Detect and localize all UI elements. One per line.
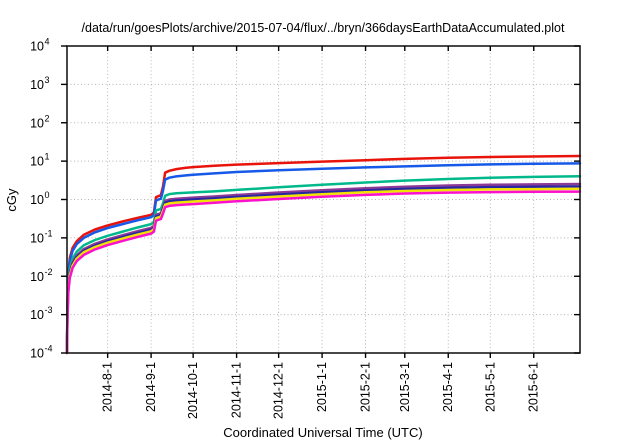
x-tick-label: 2015-3-1 (398, 362, 412, 412)
x-tick-label: 2014-11-1 (230, 362, 244, 418)
y-tick-exponent: 1 (45, 152, 50, 162)
series-yellow (65, 187, 582, 355)
y-tick-label: 10 (30, 40, 44, 54)
y-tick-exponent: 3 (45, 75, 50, 85)
x-tick-label: 2015-2-1 (359, 362, 373, 412)
y-tick-exponent: -4 (45, 344, 53, 354)
series-navy (65, 185, 582, 355)
y-axis-title: cGy (4, 188, 19, 212)
x-tick-label: 2015-4-1 (441, 362, 455, 412)
x-tick-label: 2014-8-1 (101, 362, 115, 412)
x-tick-label: 2014-10-1 (186, 362, 200, 419)
chart-title: /data/run/goesPlots/archive/2015-07-04/f… (82, 21, 565, 35)
x-tick-label: 2015-1-1 (315, 362, 329, 412)
x-tick-label: 2015-5-1 (483, 362, 497, 412)
y-tick-label: 10 (30, 78, 44, 92)
y-tick-label: 10 (30, 231, 44, 245)
y-tick-exponent: 2 (45, 113, 50, 123)
y-tick-exponent: 0 (45, 190, 50, 200)
y-tick-label: 10 (30, 155, 44, 169)
y-tick-label: 10 (30, 193, 44, 207)
y-tick-label: 10 (30, 116, 44, 130)
y-tick-exponent: 4 (45, 37, 50, 47)
y-tick-label: 10 (30, 347, 44, 361)
series-magenta (65, 190, 582, 355)
series-blue (65, 162, 582, 355)
y-tick-exponent: -3 (45, 305, 53, 315)
x-tick-label: 2015-6-1 (527, 362, 541, 412)
series-purple (65, 182, 582, 355)
y-tick-exponent: -2 (45, 267, 53, 277)
y-tick-label: 10 (30, 270, 44, 284)
y-tick-label: 10 (30, 308, 44, 322)
series-spring-green (65, 174, 582, 355)
x-tick-label: 2014-9-1 (144, 362, 158, 412)
y-tick-exponent: -1 (45, 228, 53, 238)
x-axis-title: Coordinated Universal Time (UTC) (223, 425, 422, 440)
x-tick-label: 2014-12-1 (272, 362, 286, 419)
